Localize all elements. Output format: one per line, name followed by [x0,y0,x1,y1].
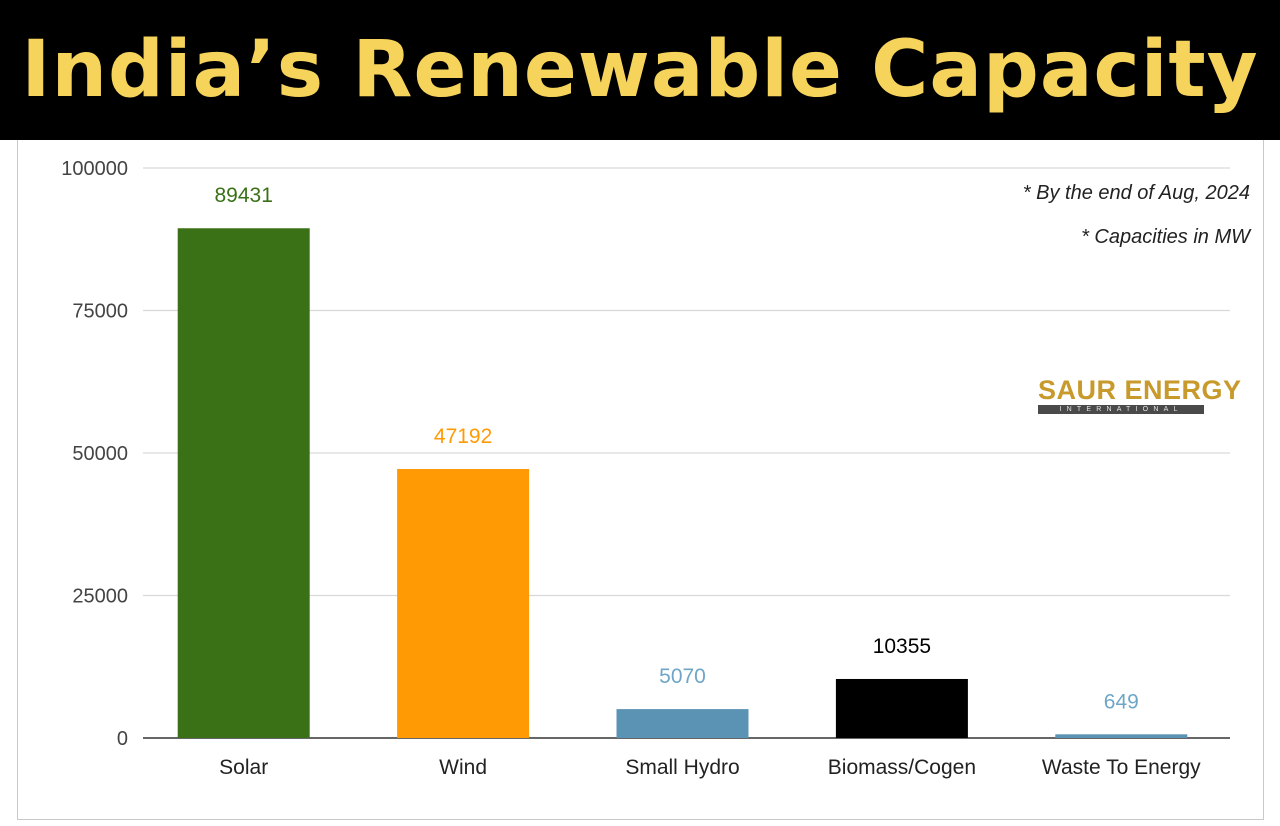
logo-wordmark: SAUR ENERGY [1038,375,1242,405]
y-tick-label: 0 [117,728,128,750]
bar [397,469,530,738]
y-tick-label: 100000 [61,158,128,180]
units-note: * Capacities in MW [1081,226,1250,248]
bar [616,709,749,738]
data-label: 649 [1104,690,1139,713]
bar [835,678,968,738]
data-label: 47192 [434,425,492,448]
date-note: * By the end of Aug, 2024 [1022,182,1250,204]
bar [177,228,310,739]
logo-tagline: INTERNATIONAL [1038,405,1204,414]
x-tick-label: Wind [439,756,487,779]
page-title: India’s Renewable Capacity [21,25,1259,115]
data-label: 89431 [214,184,272,207]
saur-energy-logo: SAUR ENERGY INTERNATIONAL [1038,375,1242,418]
x-tick-label: Waste To Energy [1042,756,1201,779]
x-tick-label: Biomass/Cogen [828,756,976,779]
x-tick-label: Solar [219,756,268,779]
title-banner: India’s Renewable Capacity [0,0,1280,140]
y-tick-label: 75000 [72,301,128,323]
bar [1055,734,1188,738]
y-tick-label: 25000 [72,586,128,608]
x-tick-label: Small Hydro [625,756,739,779]
data-label: 5070 [659,665,706,688]
data-label: 10355 [873,635,931,658]
y-tick-label: 50000 [72,443,128,465]
